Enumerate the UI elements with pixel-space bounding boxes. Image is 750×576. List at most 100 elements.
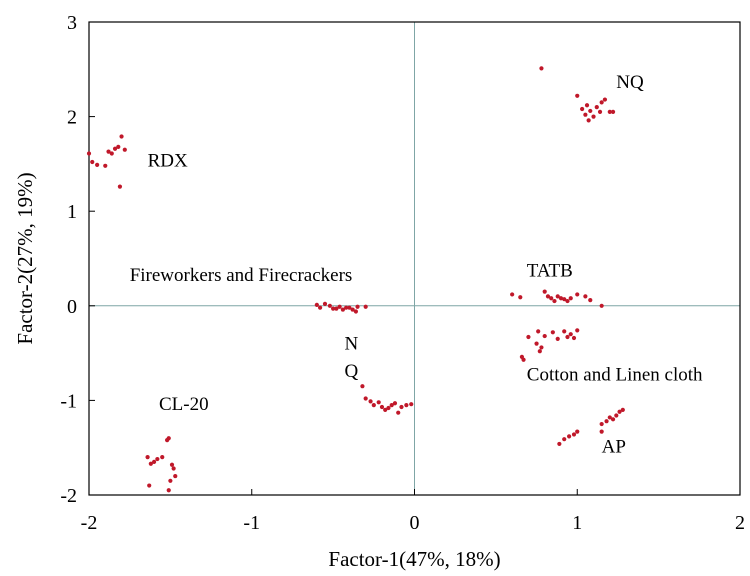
data-point — [392, 401, 398, 406]
data-point — [344, 305, 349, 310]
data-point — [521, 357, 526, 362]
data-points — [86, 66, 625, 493]
data-point — [396, 410, 401, 415]
data-point — [122, 147, 127, 152]
data-point — [166, 436, 171, 441]
cluster-label: NQ — [616, 72, 644, 93]
data-point — [363, 304, 368, 309]
data-point — [562, 329, 567, 334]
y-tick-label: -1 — [60, 390, 77, 412]
cluster-label: N — [345, 333, 359, 354]
data-point — [322, 301, 328, 307]
data-point — [617, 409, 622, 414]
data-point — [347, 305, 352, 310]
cluster-label: TATB — [527, 260, 573, 281]
data-point — [337, 304, 342, 309]
y-axis-title: Factor-2(27%, 19%) — [13, 172, 37, 344]
data-point — [607, 415, 612, 420]
data-point — [568, 332, 573, 337]
data-point — [112, 146, 118, 151]
data-point — [599, 303, 604, 308]
data-point — [568, 296, 573, 301]
data-point — [103, 163, 108, 168]
data-point — [583, 112, 588, 117]
data-point — [539, 345, 544, 350]
data-point — [562, 297, 567, 302]
data-point — [86, 151, 92, 156]
y-tick-label: 2 — [67, 107, 77, 129]
data-point — [155, 456, 160, 462]
data-point — [171, 466, 176, 471]
data-point — [588, 298, 593, 303]
data-point — [334, 306, 339, 311]
data-point — [539, 66, 544, 71]
x-tick-label: 1 — [572, 512, 582, 534]
y-tick-label: 3 — [67, 12, 77, 34]
data-point — [591, 114, 596, 119]
data-point — [371, 403, 376, 408]
data-point — [314, 302, 319, 307]
data-point — [331, 306, 336, 311]
data-point — [575, 429, 580, 434]
data-point — [620, 407, 625, 412]
data-point — [169, 462, 175, 467]
data-point — [594, 105, 599, 110]
y-ticks: -2 -1 0 1 2 3 — [60, 12, 95, 507]
data-point — [510, 292, 515, 297]
y-tick-label: -2 — [60, 485, 77, 507]
data-point — [599, 429, 604, 434]
data-point — [327, 303, 332, 308]
data-point — [583, 294, 588, 299]
data-point — [536, 329, 541, 334]
data-point — [571, 432, 577, 437]
x-tick-label: -1 — [243, 512, 260, 534]
data-point — [404, 403, 409, 408]
data-point — [355, 304, 360, 309]
data-point — [545, 294, 551, 299]
cluster-label: Fireworkers and Firecrackers — [130, 265, 353, 286]
data-point — [109, 151, 114, 156]
data-point — [537, 349, 542, 354]
data-point — [552, 298, 557, 304]
data-point — [565, 334, 570, 340]
data-point — [360, 384, 365, 389]
data-point — [542, 333, 547, 339]
data-point — [562, 437, 567, 442]
data-point — [353, 309, 359, 314]
data-point — [90, 159, 95, 165]
data-point — [160, 455, 165, 460]
data-point — [575, 93, 580, 98]
data-point — [549, 296, 554, 301]
data-point — [586, 118, 591, 123]
data-point — [534, 341, 539, 346]
data-point — [166, 488, 171, 493]
data-point — [567, 434, 572, 439]
data-point — [558, 296, 564, 301]
data-point — [555, 336, 560, 342]
data-point — [565, 298, 570, 304]
data-point — [602, 97, 608, 102]
data-point — [376, 400, 381, 405]
data-point — [147, 483, 152, 488]
y-tick-label: 0 — [67, 296, 77, 318]
data-point — [340, 307, 345, 312]
x-axis-title: Factor-1(47%, 18%) — [328, 547, 500, 571]
data-point — [580, 106, 585, 112]
data-point — [116, 144, 121, 149]
data-point — [148, 461, 153, 466]
data-point — [610, 109, 616, 114]
data-point — [106, 149, 111, 154]
data-point — [584, 103, 590, 108]
x-tick-label: -2 — [81, 512, 98, 534]
data-point — [145, 455, 150, 460]
x-tick-label: 2 — [735, 512, 745, 534]
data-point — [575, 292, 580, 297]
data-point — [363, 396, 368, 401]
data-point — [168, 478, 173, 483]
x-tick-label: 0 — [410, 512, 420, 534]
data-point — [610, 417, 616, 422]
data-point — [550, 330, 555, 335]
data-point — [386, 405, 391, 411]
data-point — [575, 328, 580, 333]
data-point — [526, 334, 531, 340]
